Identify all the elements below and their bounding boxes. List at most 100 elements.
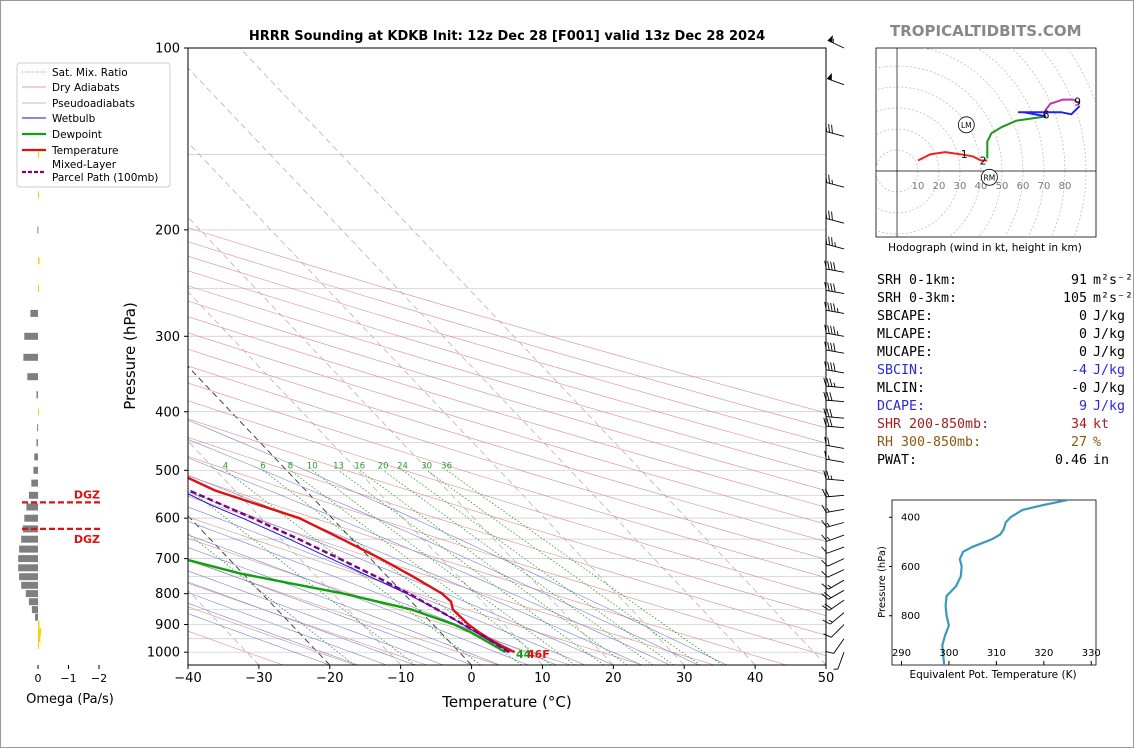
- barb-full: [821, 534, 828, 542]
- omega-bar: [36, 439, 38, 447]
- barb-full: [830, 302, 833, 312]
- barb-full: [823, 408, 827, 417]
- barb-full: [824, 281, 827, 291]
- param-key: MLCIN:: [877, 381, 926, 396]
- storm-motion-label: LM: [961, 121, 972, 130]
- hodograph-height-label: 6: [1043, 109, 1050, 121]
- omega-bar: [34, 453, 38, 461]
- param-key: MUCAPE:: [877, 345, 934, 360]
- wind-barb: [825, 235, 845, 250]
- mixing-ratio-line: [290, 469, 552, 665]
- barb-full: [824, 361, 827, 370]
- x-tick-label: −30: [245, 671, 272, 686]
- param-unit: m²s⁻²: [1093, 273, 1134, 288]
- param-key: SBCIN:: [877, 363, 926, 378]
- skewt-x-label: Temperature (°C): [441, 693, 571, 711]
- param-unit: J/kg: [1093, 345, 1126, 360]
- param-unit: m²s⁻²: [1093, 291, 1134, 306]
- y-tick-label: 1000: [147, 646, 180, 661]
- param-key: DCAPE:: [877, 399, 926, 414]
- omega-bar: [21, 535, 38, 543]
- param-row: SBCIN: -4 J/kg: [877, 362, 1133, 380]
- barb-full: [830, 362, 833, 371]
- barb-full: [824, 341, 827, 351]
- wind-barb: [823, 470, 845, 482]
- barb-full: [827, 342, 830, 351]
- wind-barb: [825, 173, 845, 188]
- barb-full: [827, 302, 830, 311]
- omega-bar: [38, 642, 39, 650]
- omega-bar: [38, 191, 39, 199]
- barb-full: [822, 619, 831, 625]
- wind-barb: [821, 519, 845, 528]
- hodograph-trace-blue: [1017, 105, 1081, 118]
- barb-full: [823, 417, 827, 427]
- legend-box: [16, 62, 171, 188]
- hodograph-ring-label: 50: [996, 181, 1009, 192]
- theta-e-profile: [941, 500, 1068, 665]
- zero-isotherm: [188, 365, 472, 665]
- barb-half: [834, 242, 836, 247]
- barb-full: [821, 570, 829, 578]
- hodograph-trace-purple: [1043, 98, 1081, 113]
- theta-y-tick-label: 400: [901, 513, 920, 524]
- wind-barb: [824, 361, 845, 374]
- mixing-ratio-line: [382, 469, 653, 665]
- barb-full: [826, 378, 830, 387]
- pseudoadiabat: [188, 419, 727, 665]
- barb-full: [821, 504, 827, 513]
- isotherm: [188, 142, 685, 665]
- barb-full: [824, 592, 832, 599]
- mixing-ratio-line: [188, 487, 416, 665]
- barb-full: [825, 235, 828, 245]
- dry-adiabat: [188, 516, 643, 665]
- barb-full: [825, 650, 834, 654]
- barb-staff: [826, 131, 845, 137]
- barb-full: [828, 123, 830, 133]
- barb-staff: [826, 218, 845, 224]
- hodograph-caption: Hodograph (wind in kt, height in km): [888, 242, 1082, 254]
- hodograph-ring-label: 80: [1059, 181, 1072, 192]
- dry-adiabat: [188, 332, 826, 525]
- barb-half: [832, 38, 834, 43]
- storm-motion-marker: [957, 116, 975, 134]
- barb-full: [823, 470, 827, 480]
- param-unit: kt: [1093, 417, 1110, 432]
- omega-x-label: Omega (Pa/s): [26, 692, 114, 707]
- barb-full: [829, 408, 833, 418]
- dry-adiabat: [188, 475, 787, 665]
- omega-bar: [23, 353, 38, 361]
- legend-item: Sat. Mix. Ratio: [52, 67, 128, 79]
- dry-adiabat: [188, 560, 499, 665]
- wind-barb: [821, 579, 845, 590]
- barb-full: [829, 378, 833, 387]
- omega-tick-label: −1: [60, 672, 76, 685]
- param-row: MLCAPE: 0 J/kg: [877, 326, 1133, 344]
- wind-barb: [825, 209, 845, 224]
- theta-y-tick-label: 600: [901, 562, 920, 573]
- barb-flag: [827, 72, 832, 81]
- pseudoadiabat: [188, 439, 699, 665]
- barb-half: [830, 475, 833, 480]
- legend-item: Wetbulb: [52, 113, 96, 125]
- sounding-parameters: SRH 0-1km: 91 m²s⁻² SRH 0-3km: 105 m²s⁻² SBC…: [877, 272, 1133, 470]
- barb-half: [833, 382, 836, 388]
- barb-half: [831, 179, 833, 185]
- mixing-ratio-label: 13: [333, 461, 344, 471]
- omega-bar: [24, 514, 38, 522]
- pseudoadiabat: [188, 491, 614, 665]
- omega-bar: [38, 635, 41, 643]
- dry-adiabat: [188, 437, 826, 636]
- chart-title: HRRR Sounding at KDKB Init: 12z Dec 28 […: [249, 29, 765, 44]
- dry-adiabat: [188, 606, 356, 665]
- theta-x-tick-label: 290: [892, 648, 911, 659]
- legend-item: Parcel Path (100mb): [52, 172, 158, 184]
- hodograph-trace-red: [917, 151, 988, 162]
- brand-watermark: TROPICALTIDBITS.COM: [890, 22, 1082, 40]
- barb-staff: [826, 546, 845, 554]
- param-row: DCAPE: 9 J/kg: [877, 398, 1133, 416]
- barb-full: [830, 325, 833, 335]
- skewt-frame: [187, 47, 827, 666]
- barb-full: [830, 342, 833, 352]
- barb-full: [829, 418, 833, 427]
